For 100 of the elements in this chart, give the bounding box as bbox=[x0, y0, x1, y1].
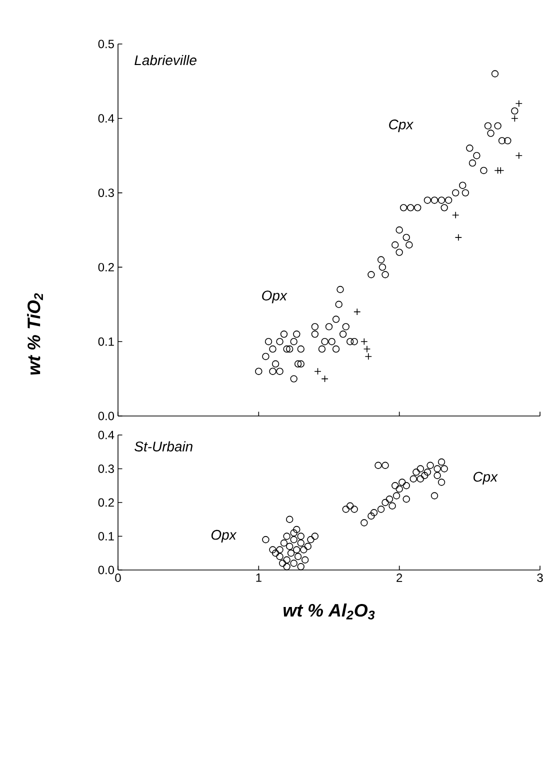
point bbox=[286, 345, 294, 353]
point bbox=[300, 546, 308, 554]
point bbox=[297, 532, 304, 540]
point bbox=[402, 496, 410, 503]
point bbox=[290, 536, 298, 544]
y-tick-label: 0.1 bbox=[98, 337, 114, 346]
point bbox=[430, 196, 438, 204]
point bbox=[276, 546, 284, 554]
x-tick-label: 1 bbox=[256, 574, 262, 582]
point bbox=[511, 107, 518, 115]
text: Labrieville bbox=[134, 54, 196, 66]
point bbox=[255, 368, 262, 375]
point bbox=[392, 482, 399, 490]
point bbox=[440, 204, 448, 212]
point bbox=[280, 539, 288, 547]
point bbox=[293, 526, 300, 534]
point bbox=[452, 189, 460, 196]
point bbox=[484, 122, 492, 130]
point bbox=[402, 482, 410, 490]
point bbox=[346, 502, 354, 510]
point bbox=[386, 496, 394, 503]
annotation: Cpx bbox=[474, 472, 498, 485]
point bbox=[434, 472, 441, 480]
point bbox=[269, 345, 276, 353]
point bbox=[414, 204, 422, 212]
point bbox=[335, 300, 342, 308]
y-axis-title: wt % TiO$_{2}$ bbox=[27, 293, 43, 375]
point bbox=[402, 234, 410, 242]
point bbox=[494, 122, 502, 130]
point bbox=[342, 506, 350, 513]
point bbox=[378, 264, 386, 271]
point bbox=[462, 189, 470, 196]
point bbox=[290, 560, 298, 567]
point bbox=[374, 462, 382, 469]
annotation: Opx bbox=[211, 530, 237, 543]
point bbox=[290, 529, 298, 536]
point bbox=[283, 556, 290, 564]
point bbox=[318, 345, 326, 353]
point bbox=[283, 532, 290, 540]
point bbox=[491, 70, 499, 78]
point bbox=[294, 552, 302, 560]
point bbox=[269, 368, 276, 375]
point bbox=[311, 532, 319, 540]
point bbox=[301, 556, 309, 564]
point bbox=[424, 196, 432, 204]
point bbox=[364, 352, 372, 360]
point bbox=[297, 345, 304, 353]
point bbox=[440, 465, 448, 472]
point bbox=[307, 536, 314, 544]
point bbox=[297, 539, 304, 547]
point bbox=[321, 338, 328, 346]
y-tick-label: 0.1 bbox=[98, 532, 114, 540]
point bbox=[280, 330, 288, 338]
point bbox=[304, 542, 312, 550]
point bbox=[392, 241, 399, 248]
point bbox=[278, 560, 286, 567]
point bbox=[406, 204, 414, 212]
point bbox=[290, 338, 298, 346]
point bbox=[400, 204, 408, 212]
point bbox=[377, 506, 385, 513]
point bbox=[392, 492, 400, 500]
point bbox=[332, 316, 340, 323]
point bbox=[297, 360, 304, 368]
point bbox=[346, 338, 354, 346]
point bbox=[421, 472, 428, 480]
point bbox=[410, 475, 417, 482]
point bbox=[466, 144, 474, 152]
x-tick-label: 3 bbox=[537, 574, 543, 582]
x-tick-label: 0 bbox=[115, 574, 121, 582]
point bbox=[325, 323, 333, 330]
point bbox=[438, 478, 446, 486]
point bbox=[332, 345, 340, 353]
point bbox=[287, 550, 295, 557]
point bbox=[480, 166, 488, 174]
point bbox=[283, 345, 290, 353]
point bbox=[504, 137, 512, 144]
point bbox=[276, 552, 284, 560]
point bbox=[269, 546, 276, 554]
point bbox=[370, 509, 378, 516]
point bbox=[328, 338, 336, 346]
point bbox=[293, 330, 300, 338]
point bbox=[377, 256, 385, 264]
point bbox=[311, 323, 319, 330]
point bbox=[498, 137, 506, 144]
y-tick-label: 0.0 bbox=[98, 566, 114, 574]
annotation: Cpx bbox=[389, 120, 414, 132]
point bbox=[398, 478, 406, 486]
y-tick-label: 0.5 bbox=[98, 40, 114, 48]
point bbox=[293, 546, 300, 554]
point bbox=[276, 368, 284, 375]
point bbox=[276, 338, 284, 346]
point bbox=[438, 458, 446, 466]
point bbox=[283, 563, 290, 570]
point bbox=[382, 462, 389, 469]
y-tick-label: 0.3 bbox=[98, 464, 114, 473]
point bbox=[434, 465, 441, 472]
chart-title: St-Urbain bbox=[134, 441, 192, 452]
point bbox=[368, 512, 375, 520]
point bbox=[430, 492, 438, 500]
y-tick-label: 0.0 bbox=[98, 412, 114, 420]
